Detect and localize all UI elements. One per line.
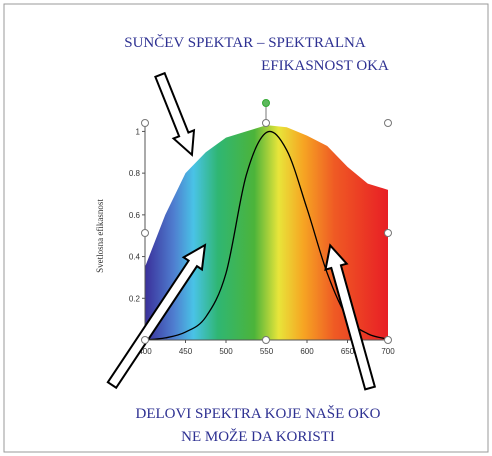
handle xyxy=(141,119,149,127)
x-tick-label: 450 xyxy=(179,347,193,356)
handle xyxy=(384,119,392,127)
y-tick-label: 0.4 xyxy=(129,253,141,262)
y-tick-label: 0.2 xyxy=(129,294,141,303)
handle xyxy=(262,336,270,344)
annotation: NE MOŽE DA KORISTI xyxy=(181,428,335,445)
x-tick-label: 400 xyxy=(138,347,152,356)
y-tick-label: 1 xyxy=(136,127,141,136)
x-tick-label: 500 xyxy=(219,347,233,356)
spectrum-area xyxy=(145,125,388,341)
y-tick-label: 0.6 xyxy=(129,211,141,220)
title: SUNČEV SPEKTAR – SPEKTRALNA xyxy=(124,34,366,51)
handle xyxy=(141,229,149,237)
x-tick-label: 550 xyxy=(260,347,274,356)
y-tick-label: 0.8 xyxy=(129,169,141,178)
handle xyxy=(384,229,392,237)
arrows xyxy=(106,71,377,391)
x-tick-label: 700 xyxy=(381,347,395,356)
selection-handles xyxy=(141,99,392,344)
annotation: DELOVI SPEKTRA KOJE NAŠE OKO xyxy=(135,405,380,422)
plot: 0.2 0.4 0.6 0.8 1 400 450 500 550 600 650 700 xyxy=(129,121,395,356)
handle xyxy=(384,336,392,344)
arrow xyxy=(324,243,377,391)
handle xyxy=(262,119,270,127)
y-axis-label: Svetlosna efikasnost xyxy=(95,199,105,273)
x-tick-label: 650 xyxy=(341,347,355,356)
arrow xyxy=(154,71,196,157)
x-tick-label: 600 xyxy=(300,347,314,356)
arrow xyxy=(106,243,207,390)
subtitle: EFIKASNOST OKA xyxy=(261,58,389,74)
rotate-handle xyxy=(262,99,270,107)
handle xyxy=(141,336,149,344)
